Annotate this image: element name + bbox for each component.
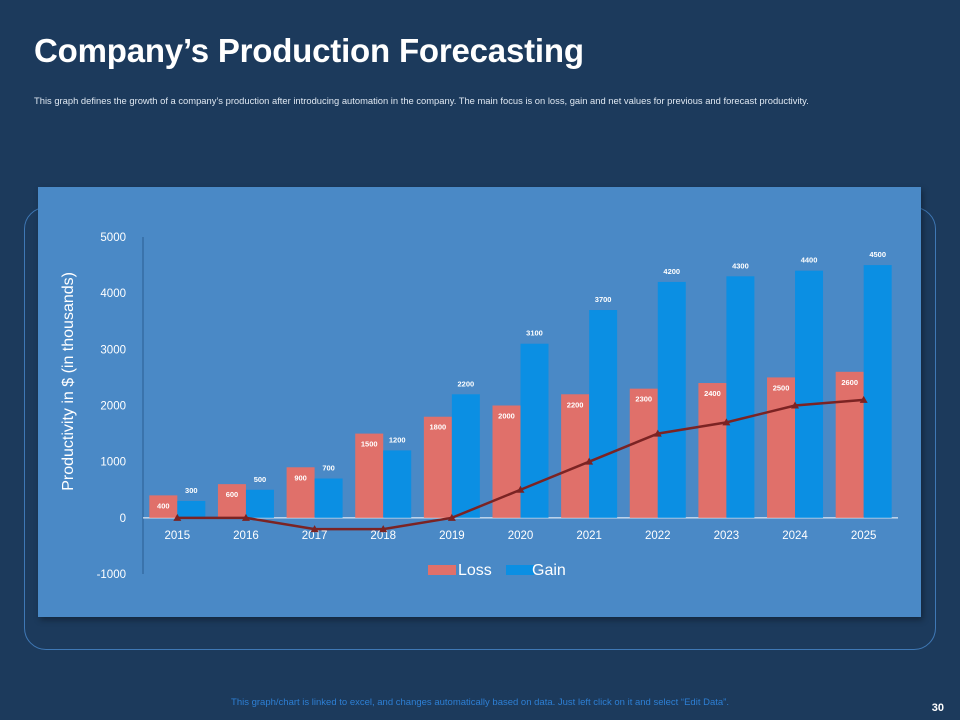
y-tick-label: 1000	[100, 457, 126, 469]
data-label-gain: 300	[185, 486, 198, 495]
data-label-loss: 2000	[498, 412, 515, 421]
y-axis-title: Productivity in $ (in thousands)	[60, 272, 77, 491]
bar-gain	[657, 281, 686, 518]
bar-loss	[561, 394, 590, 518]
bar-loss	[629, 388, 658, 518]
bar-loss	[217, 484, 246, 518]
y-tick-label: 3000	[100, 344, 126, 356]
data-label-loss: 2400	[704, 389, 721, 398]
slide-subtitle: This graph defines the growth of a compa…	[34, 95, 809, 106]
data-label-loss: 2500	[773, 383, 790, 392]
y-tick-label: 5000	[100, 232, 126, 244]
data-label-gain: 1200	[389, 435, 406, 444]
legend-swatch-gain	[506, 565, 534, 575]
x-tick-label: 2021	[576, 530, 602, 542]
data-label-gain: 700	[322, 464, 335, 473]
y-tick-label: 0	[120, 513, 126, 525]
bar-gain	[245, 489, 274, 518]
x-tick-label: 2017	[302, 530, 328, 542]
bar-loss	[149, 495, 178, 518]
slide-title: Company’s Production Forecasting	[34, 32, 584, 69]
footer-note: This graph/chart is linked to excel, and…	[231, 697, 729, 708]
bar-loss	[355, 433, 384, 518]
bar-gain	[863, 265, 892, 518]
bar-loss	[286, 467, 315, 518]
bar-gain	[177, 500, 206, 518]
data-label-loss: 2200	[567, 400, 584, 409]
net-point	[516, 485, 525, 493]
bar-gain	[451, 394, 480, 518]
data-label-gain: 3700	[595, 295, 612, 304]
x-tick-label: 2015	[165, 530, 191, 542]
data-label-loss: 900	[294, 473, 307, 482]
data-label-loss: 1800	[430, 423, 447, 432]
bar-gain	[726, 276, 755, 518]
x-tick-label: 2018	[370, 530, 396, 542]
bar-gain	[520, 343, 549, 518]
net-point	[310, 525, 319, 533]
data-label-loss: 2300	[635, 395, 652, 404]
data-label-loss: 2600	[841, 378, 858, 387]
x-tick-label: 2022	[645, 530, 671, 542]
net-point	[173, 513, 182, 521]
bar-gain	[383, 450, 412, 518]
bar-loss	[835, 371, 864, 518]
x-tick-label: 2025	[851, 530, 877, 542]
net-point	[791, 401, 800, 409]
legend-swatch-loss	[428, 565, 456, 575]
y-tick-label: 2000	[100, 401, 126, 413]
x-tick-label: 2020	[508, 530, 534, 542]
net-point	[447, 513, 456, 521]
legend-label-loss: Loss	[458, 562, 492, 579]
y-tick-label: -1000	[97, 569, 126, 581]
legend-label-gain: Gain	[532, 562, 566, 579]
data-label-gain: 4300	[732, 261, 749, 270]
x-tick-label: 2016	[233, 530, 259, 542]
bar-gain	[795, 270, 824, 518]
x-tick-label: 2019	[439, 530, 465, 542]
bar-loss	[492, 405, 521, 518]
data-label-gain: 3100	[526, 329, 543, 338]
data-label-loss: 1500	[361, 440, 378, 449]
net-point	[585, 457, 594, 465]
x-tick-label: 2024	[782, 530, 808, 542]
data-label-loss: 400	[157, 501, 170, 510]
chart-panel[interactable]: -1000 0 1000 2000 3000 4000 5000 Productivity i…	[38, 187, 921, 617]
data-label-loss: 600	[226, 490, 239, 499]
bar-gain	[314, 478, 343, 518]
bar-loss	[767, 377, 796, 518]
data-label-gain: 2200	[458, 379, 475, 388]
data-label-gain: 4500	[869, 250, 886, 259]
net-point	[241, 513, 250, 521]
production-chart[interactable]: -1000 0 1000 2000 3000 4000 5000 Productivity i…	[38, 187, 921, 617]
bar-gain	[589, 310, 618, 518]
bar-loss	[698, 383, 727, 518]
bar-loss	[423, 416, 452, 518]
x-tick-label: 2023	[714, 530, 740, 542]
net-point	[379, 525, 388, 533]
page-number: 30	[931, 702, 944, 714]
net-point	[859, 395, 868, 403]
data-label-gain: 4400	[801, 256, 818, 265]
data-label-gain: 4200	[663, 267, 680, 276]
y-tick-label: 4000	[100, 288, 126, 300]
net-point	[722, 418, 731, 426]
data-label-gain: 500	[254, 475, 267, 484]
net-point	[653, 429, 662, 437]
